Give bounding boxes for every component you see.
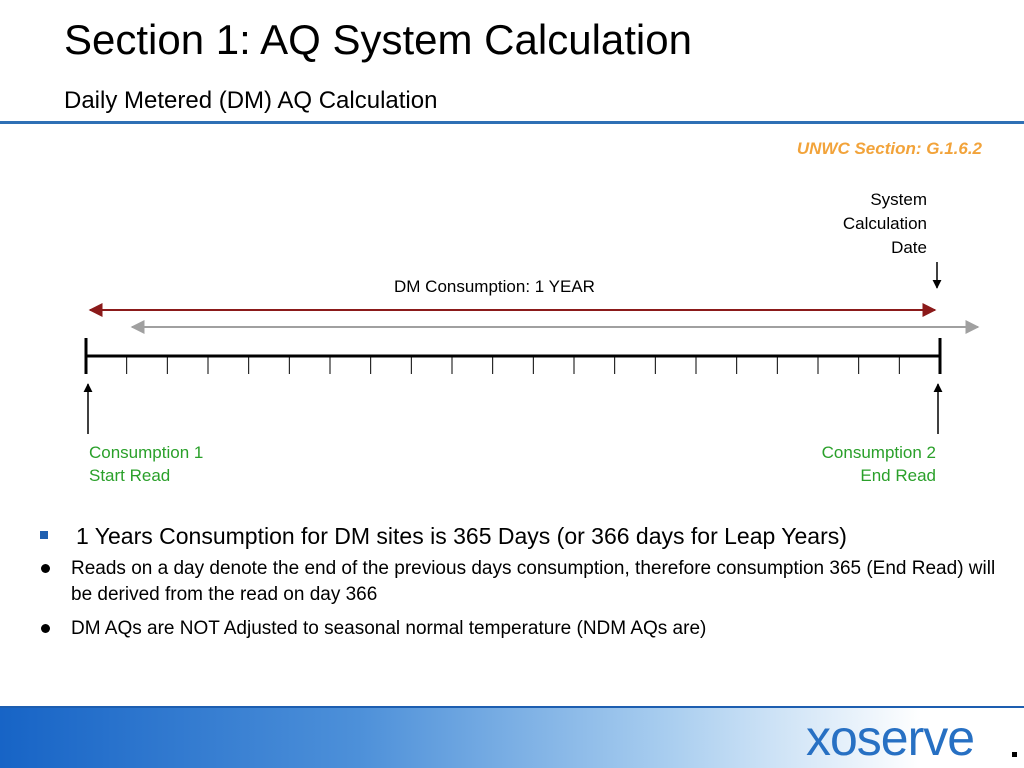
- timeline-diagram: [83, 262, 980, 434]
- label-line: Consumption 2: [821, 443, 936, 462]
- bullet-text: Reads on a day denote the end of the pre…: [71, 558, 996, 605]
- label-line: Consumption 1: [89, 443, 204, 462]
- bullet-item: 1 Years Consumption for DM sites is 365 …: [40, 518, 1000, 554]
- footer-divider: [0, 706, 1024, 708]
- page-title: Section 1: AQ System Calculation: [64, 16, 692, 63]
- bullet-list: 1 Years Consumption for DM sites is 365 …: [40, 518, 1000, 642]
- label-line: Date: [891, 238, 927, 257]
- label-line: Calculation: [842, 214, 927, 233]
- footer-band: [0, 706, 1024, 768]
- bullet-text: 1 Years Consumption for DM sites is 365 …: [76, 523, 847, 549]
- start-read-label: Consumption 1 Start Read: [89, 441, 203, 487]
- section-reference: UNWC Section: G.1.6.2: [796, 139, 982, 158]
- end-read-label: Consumption 2 End Read: [760, 441, 936, 487]
- system-calculation-date-label: System Calculation Date: [790, 188, 927, 260]
- consumption-span-label: DM Consumption: 1 YEAR: [394, 277, 595, 296]
- xoserve-logo: xoserve: [806, 710, 975, 766]
- header-divider: [0, 121, 1024, 124]
- bullet-text: DM AQs are NOT Adjusted to seasonal norm…: [71, 618, 707, 639]
- footer-dot: [1012, 752, 1017, 757]
- dot-bullet-icon: [41, 624, 50, 633]
- label-line: System: [870, 190, 927, 209]
- label-line: Start Read: [89, 466, 171, 485]
- timeline-ticks: [126, 356, 900, 374]
- page-subtitle: Daily Metered (DM) AQ Calculation: [64, 87, 438, 114]
- dot-bullet-icon: [41, 564, 50, 573]
- bullet-item: DM AQs are NOT Adjusted to seasonal norm…: [40, 616, 1000, 642]
- label-line: End Read: [860, 466, 936, 485]
- bullet-item: Reads on a day denote the end of the pre…: [40, 556, 1000, 608]
- square-bullet-icon: [40, 531, 48, 539]
